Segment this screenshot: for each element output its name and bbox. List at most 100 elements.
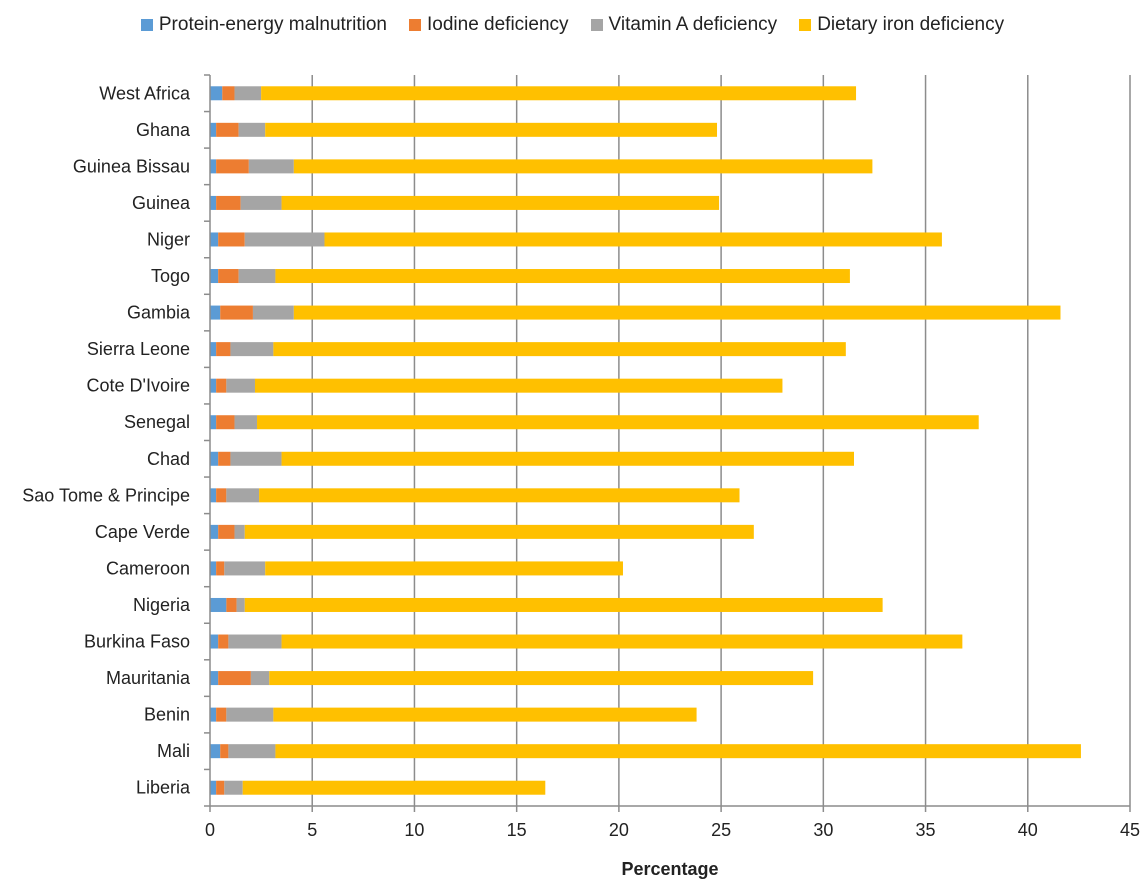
x-axis-title: Percentage — [621, 859, 718, 879]
bar-segment — [275, 269, 850, 284]
bar-segment — [220, 744, 229, 759]
legend-label: Vitamin A deficiency — [608, 14, 778, 35]
bar-segment — [226, 378, 255, 393]
bar-segment — [250, 671, 270, 686]
bar-segment — [210, 597, 227, 612]
y-category-label: Mauritania — [106, 668, 191, 688]
bar-segment — [216, 195, 241, 210]
x-tick-label: 30 — [813, 820, 833, 840]
bar-segment — [218, 634, 229, 649]
bar-segment — [226, 488, 260, 503]
bar-segment — [210, 232, 219, 247]
bar-segment — [230, 342, 274, 357]
bar-segment — [218, 671, 251, 686]
bar-segment — [228, 634, 282, 649]
legend-swatch — [409, 19, 421, 31]
bar-segment — [222, 86, 235, 101]
bar-segment — [293, 159, 873, 174]
bar-segment — [228, 744, 276, 759]
x-tick-label: 40 — [1018, 820, 1038, 840]
gridlines — [311, 75, 1131, 806]
bar-segment — [244, 232, 325, 247]
bar-segment — [216, 342, 231, 357]
bar-segment — [216, 561, 225, 576]
legend-swatch — [140, 19, 153, 31]
legend-label: Iodine deficiency — [427, 14, 569, 35]
bar-segment — [216, 488, 227, 503]
bar-segment — [252, 305, 294, 320]
y-category-label: Ghana — [136, 120, 191, 140]
bar-segment — [269, 671, 814, 686]
bar-segment — [281, 451, 854, 466]
y-category-label: Sao Tome & Principe — [22, 485, 190, 505]
y-category-label: Gambia — [127, 303, 191, 323]
chart-legend: Protein-energy malnutrition Iodine defici… — [0, 12, 1145, 38]
y-category-label: Liberia — [136, 778, 191, 798]
bar-segment — [261, 86, 857, 101]
bar-segment — [281, 195, 720, 210]
legend-label: Protein-energy malnutrition — [158, 14, 387, 35]
bar-segment — [242, 780, 546, 795]
y-category-label: Guinea Bissau — [73, 156, 190, 176]
bar-segment — [218, 451, 231, 466]
bar-segment — [218, 524, 235, 539]
x-tick-label: 0 — [205, 820, 215, 840]
y-category-label: Cape Verde — [95, 522, 190, 542]
bar-segment — [234, 415, 258, 430]
bar-segment — [324, 232, 942, 247]
bar-segment — [216, 378, 227, 393]
bar-segment — [210, 159, 217, 174]
y-category-label: West Africa — [99, 83, 191, 103]
bar-segment — [224, 780, 243, 795]
bar-segment — [210, 634, 219, 649]
bar-segment — [234, 524, 245, 539]
bar-segment — [265, 122, 718, 137]
x-tick-label: 5 — [307, 820, 317, 840]
bar-segment — [273, 707, 697, 722]
bar-segment — [218, 269, 239, 284]
y-category-label: Cote D'Ivoire — [87, 376, 190, 396]
x-tick-label: 35 — [916, 820, 936, 840]
legend-item: Dietary iron deficiency — [799, 14, 1004, 36]
bar-segment — [210, 86, 223, 101]
bar-segment — [216, 122, 239, 137]
x-tick-label: 20 — [609, 820, 629, 840]
bar-segment — [210, 780, 217, 795]
legend-item: Protein-energy malnutrition — [140, 14, 387, 36]
y-category-label: Sierra Leone — [87, 339, 190, 359]
legend-swatch — [799, 19, 812, 31]
bar-segment — [210, 744, 221, 759]
bar-segment — [226, 707, 274, 722]
y-category-label: Mali — [157, 741, 190, 761]
bar-segment — [216, 707, 227, 722]
bar-segment — [273, 342, 846, 357]
bar-segment — [216, 159, 249, 174]
bar-segment — [257, 415, 979, 430]
bar-segment — [224, 561, 266, 576]
bar-segment — [216, 780, 225, 795]
bars — [210, 86, 1081, 795]
bar-segment — [210, 488, 217, 503]
bar-segment — [210, 122, 217, 137]
y-category-label: Benin — [144, 705, 190, 725]
bar-segment — [293, 305, 1061, 320]
bar-segment — [210, 305, 221, 320]
bar-segment — [218, 232, 245, 247]
bar-segment — [244, 524, 754, 539]
y-category-label: Niger — [147, 229, 190, 249]
y-category-label: Burkina Faso — [84, 632, 190, 652]
bar-segment — [210, 524, 219, 539]
bar-segment — [236, 597, 245, 612]
bar-segment — [248, 159, 294, 174]
y-category-label: Senegal — [124, 412, 190, 432]
bar-segment — [210, 415, 217, 430]
bar-segment — [210, 195, 217, 210]
bar-segment — [220, 305, 253, 320]
y-category-label: Guinea — [132, 193, 191, 213]
y-category-label: Chad — [147, 449, 190, 469]
bar-segment — [265, 561, 623, 576]
x-tick-label: 45 — [1120, 820, 1140, 840]
axes: 0 5 10 15 20 25 30 35 40 45 West Africa Ghana Guinea… — [22, 74, 1140, 840]
bar-segment — [210, 342, 217, 357]
